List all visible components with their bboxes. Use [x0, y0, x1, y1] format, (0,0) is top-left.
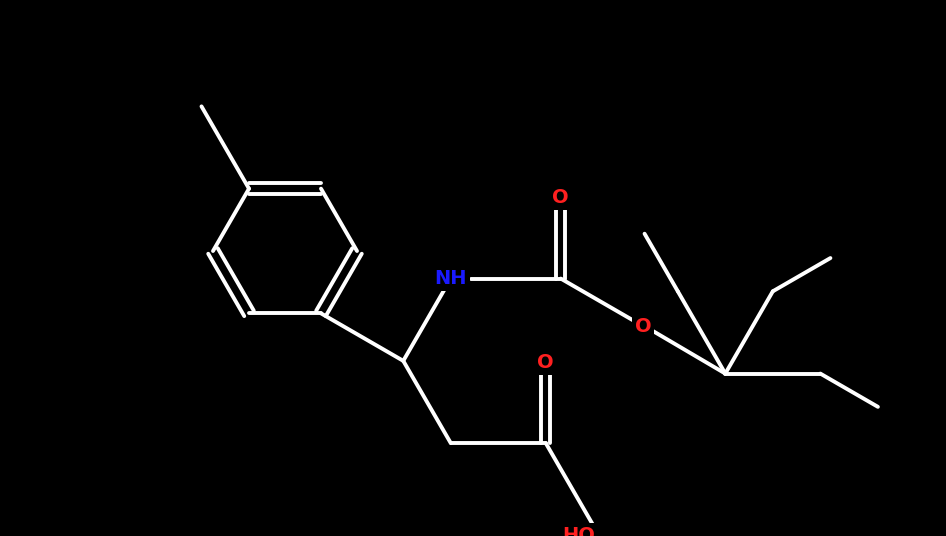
Text: O: O	[552, 188, 569, 207]
Text: HO: HO	[562, 526, 595, 536]
Text: O: O	[635, 317, 652, 336]
Text: NH: NH	[434, 269, 467, 288]
Text: O: O	[537, 353, 554, 371]
